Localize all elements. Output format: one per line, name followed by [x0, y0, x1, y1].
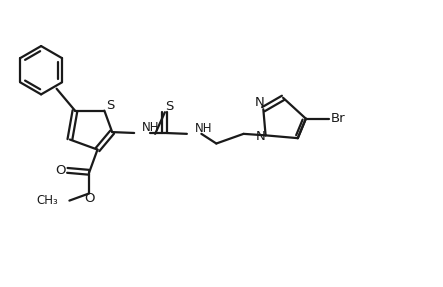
Text: N: N [255, 96, 264, 109]
Text: O: O [84, 192, 94, 205]
Text: NH: NH [195, 122, 212, 135]
Text: S: S [165, 100, 174, 113]
Text: CH₃: CH₃ [37, 194, 58, 207]
Text: Br: Br [331, 112, 346, 125]
Text: S: S [106, 99, 114, 112]
Text: N: N [256, 130, 265, 143]
Text: O: O [55, 164, 66, 177]
Text: NH: NH [142, 121, 159, 134]
